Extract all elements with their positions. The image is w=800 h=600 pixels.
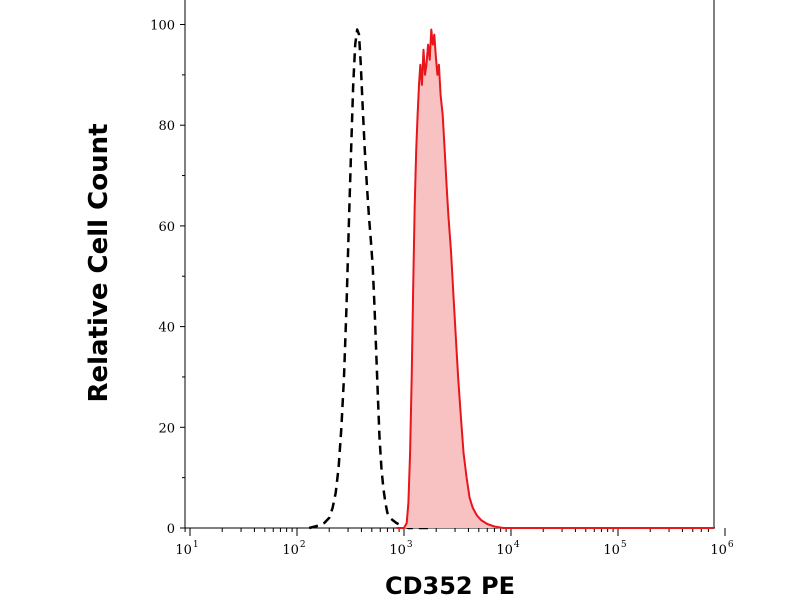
y-tick-group: 0 20 40 60 80 100 [150, 19, 185, 537]
x-axis-title: CD352 PE [385, 572, 515, 600]
y-tick-label: 0 [167, 522, 175, 537]
x-tick-label: 106 [710, 540, 734, 558]
y-tick-label: 80 [158, 119, 175, 134]
x-tick-label: 105 [603, 540, 627, 558]
y-tick-label: 100 [150, 19, 175, 34]
series-1-line [396, 28, 714, 529]
x-tick-group: 101 102 103 104 105 106 [175, 528, 734, 558]
x-tick-label: 103 [389, 540, 413, 558]
y-tick-label: 40 [158, 321, 175, 336]
x-tick-label: 102 [282, 540, 305, 558]
y-tick-label: 20 [158, 421, 175, 436]
y-axis-title: Relative Cell Count [84, 123, 114, 402]
x-tick-label: 104 [496, 540, 520, 558]
x-tick-label: 101 [175, 540, 198, 558]
y-tick-label: 60 [158, 220, 175, 235]
series-0-line [308, 28, 429, 530]
series-layer [308, 28, 714, 530]
series-1-area [396, 29, 714, 528]
